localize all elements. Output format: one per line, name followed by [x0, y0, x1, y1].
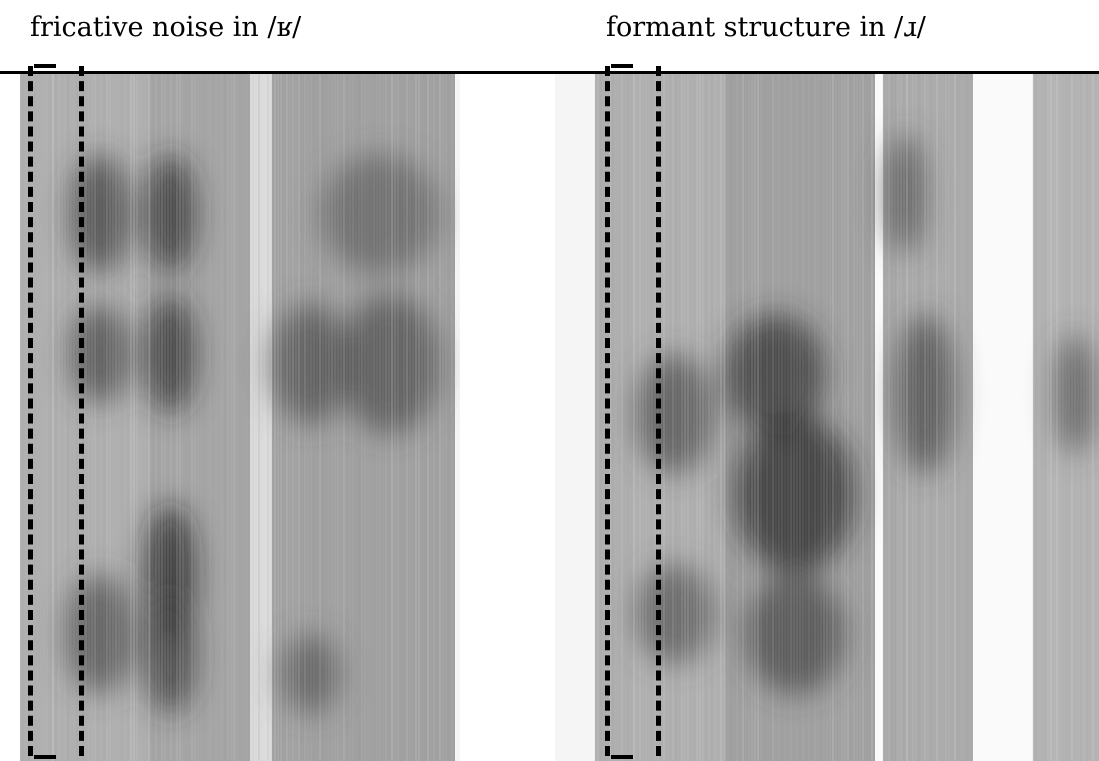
right-panel-title: formant structure in /ɹ/: [606, 12, 926, 43]
left-panel-title: fricative noise in /ʁ/: [30, 12, 302, 43]
box-left-bottom-cap: [34, 755, 56, 759]
highlight-box-right: [605, 66, 661, 756]
box-left-top-cap: [34, 64, 56, 68]
top-rule: [0, 71, 1099, 74]
spectrogram-left: [20, 74, 460, 761]
box-right-bottom-cap: [611, 755, 633, 759]
box-right-top-cap: [611, 64, 633, 68]
highlight-box-left: [28, 66, 84, 756]
